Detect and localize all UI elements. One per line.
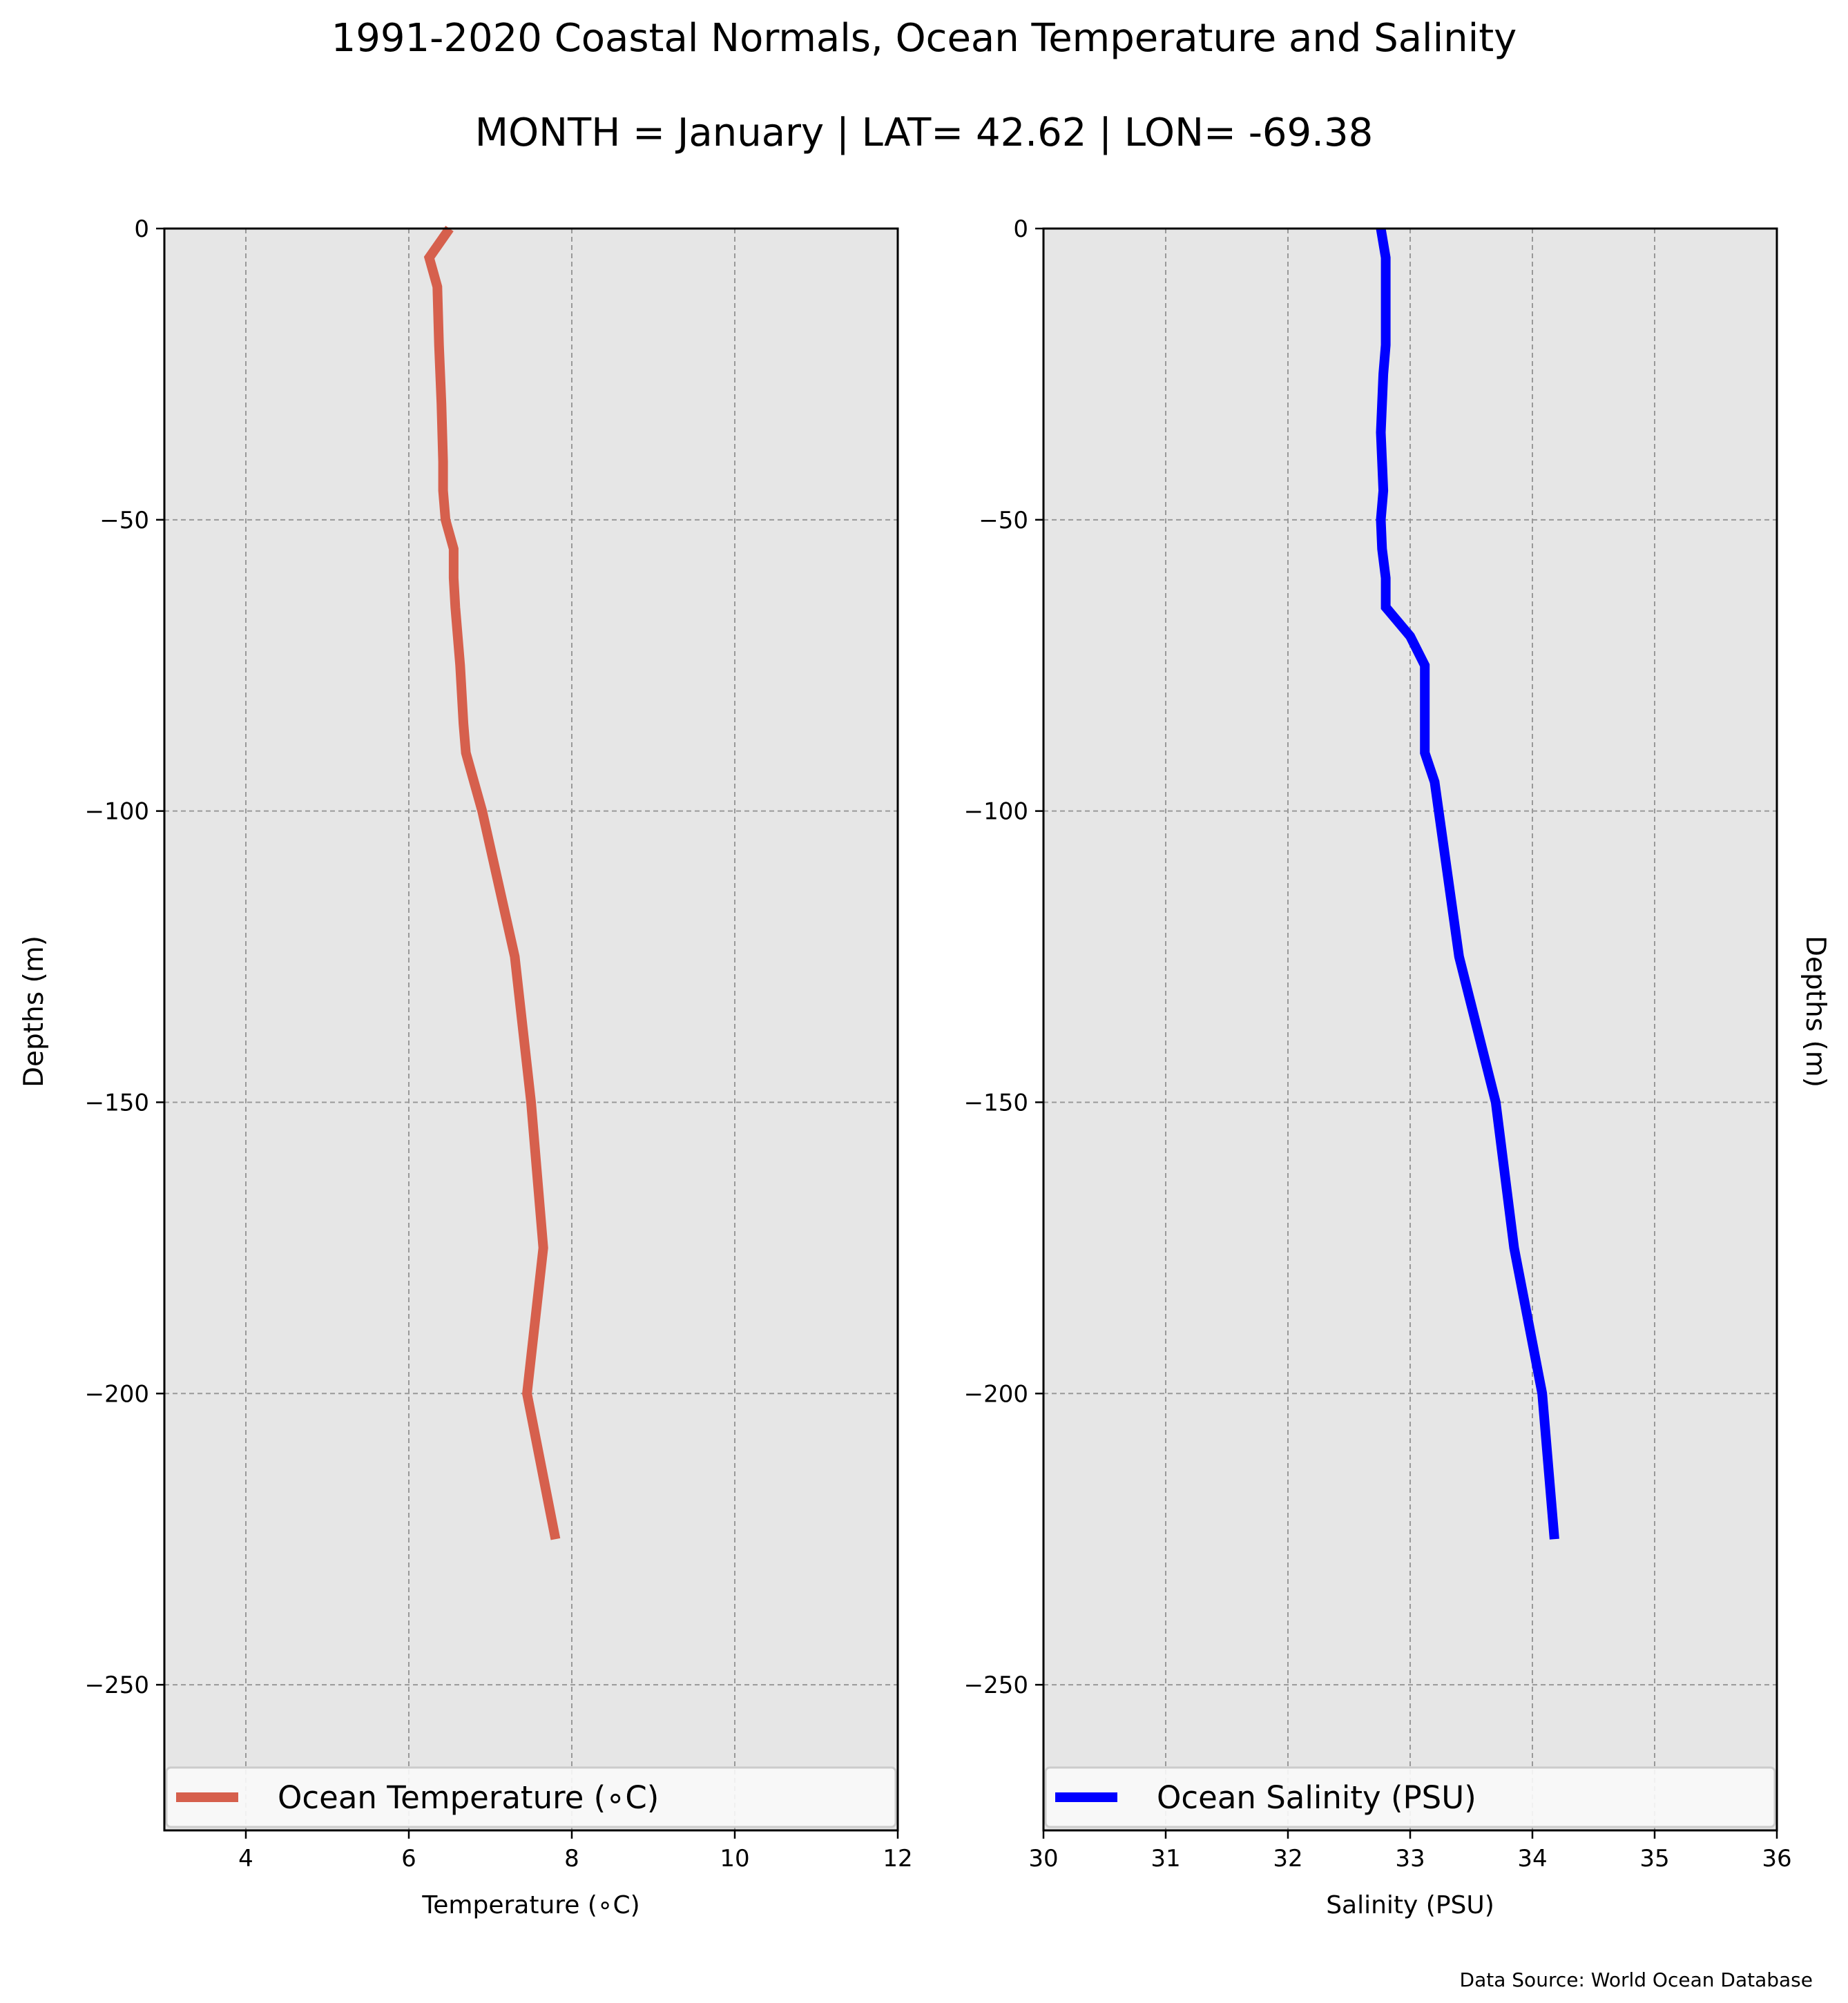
axes-frame	[163, 227, 899, 1832]
y-tick-label: −250	[964, 1672, 1028, 1699]
y-tick-label: 0	[1013, 215, 1028, 243]
right-y-axis-label: Depths (m)	[1800, 936, 1831, 1087]
y-tick-label: −200	[85, 1380, 149, 1408]
x-tick-label: 33	[1395, 1845, 1425, 1873]
x-tick-label: 31	[1151, 1845, 1180, 1873]
plot-area	[164, 229, 898, 1830]
y-tick-label: −50	[99, 507, 149, 534]
data-source-note: Data Source: World Ocean Database	[1460, 1968, 1813, 1991]
x-tick-label: 35	[1639, 1845, 1669, 1873]
x-tick-label: 34	[1517, 1845, 1547, 1873]
y-tick-label: −50	[979, 507, 1028, 534]
x-tick-label: 8	[564, 1845, 579, 1873]
salinity-panel: Ocean Salinity (PSU) 30 31 32 33 34 35 36 0 −50 −1…	[964, 215, 1792, 1919]
x-tick-label: 32	[1273, 1845, 1302, 1873]
series-line	[1376, 227, 1559, 1540]
y-tick-label: −250	[85, 1672, 149, 1699]
legend-label: Ocean Salinity (PSU)	[1157, 1779, 1476, 1816]
x-axis-label: Salinity (PSU)	[1326, 1891, 1494, 1919]
x-tick-label: 10	[720, 1845, 749, 1873]
y-tick-label: 0	[134, 215, 149, 243]
temperature-panel: Ocean Temperature (∘C) 4 6 8 10 12 0 −50 −100 −15…	[85, 215, 913, 1919]
y-tick-label: −200	[964, 1380, 1028, 1408]
y-tick-label: −100	[964, 798, 1028, 826]
x-tick-label: 12	[883, 1845, 912, 1873]
chart-title: 1991-2020 Coastal Normals, Ocean Tempera…	[331, 16, 1517, 61]
x-tick-label: 36	[1762, 1845, 1791, 1873]
x-tick-label: 30	[1028, 1845, 1058, 1873]
left-y-axis-label: Depths (m)	[19, 936, 50, 1087]
series-line	[423, 225, 561, 1540]
x-axis-label: Temperature (∘C)	[421, 1891, 639, 1919]
x-tick-label: 4	[238, 1845, 253, 1873]
legend-box	[165, 1766, 897, 1828]
y-tick-label: −100	[85, 798, 149, 826]
chart-subtitle: MONTH = January | LAT= 42.62 | LON= -69.…	[475, 110, 1373, 155]
x-tick-label: 6	[401, 1845, 416, 1873]
legend-label: Ocean Temperature (∘C)	[278, 1779, 659, 1816]
y-tick-label: −150	[85, 1089, 149, 1116]
legend-box	[1044, 1766, 1776, 1828]
y-tick-label: −150	[964, 1089, 1028, 1116]
